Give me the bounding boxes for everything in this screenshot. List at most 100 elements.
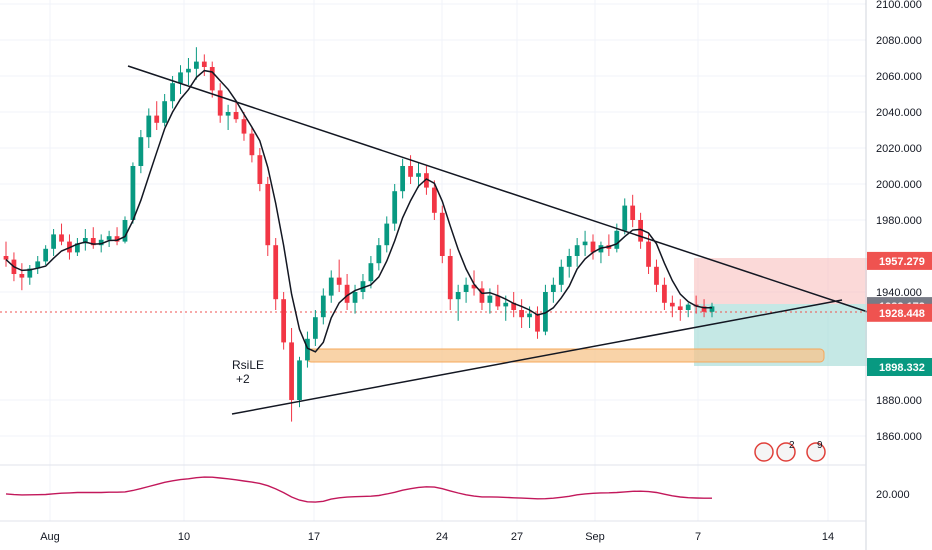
candle [360, 274, 366, 300]
candle [344, 274, 350, 310]
price-axis-label: 2100.000 [876, 0, 922, 11]
price-axis-label: 2000.000 [876, 179, 922, 191]
candle [654, 259, 659, 292]
candle [677, 299, 683, 321]
candle [598, 241, 604, 264]
candle [82, 229, 88, 251]
candle [550, 277, 556, 303]
candle [352, 284, 358, 314]
candle [194, 47, 199, 80]
price-tag: 1898.332 [867, 358, 932, 377]
candle [130, 162, 136, 224]
candle [19, 263, 25, 291]
candle [646, 234, 651, 274]
svg-text:1928.448: 1928.448 [879, 308, 925, 320]
candle [281, 292, 287, 350]
candle [669, 295, 675, 318]
candle [35, 256, 41, 274]
candle [543, 284, 548, 336]
candle [297, 356, 302, 408]
candle [154, 101, 160, 130]
candle [439, 205, 445, 264]
time-axis-label: Aug [40, 531, 60, 543]
candle [305, 331, 310, 368]
price-axis-label: 1880.000 [876, 395, 922, 407]
candle [416, 162, 421, 188]
candle [511, 292, 517, 318]
svg-text:1957.279: 1957.279 [879, 256, 925, 268]
candle [368, 256, 374, 289]
time-axis-label: Sep [585, 531, 605, 543]
time-axis-label: 14 [822, 531, 834, 543]
candle [146, 108, 152, 148]
flag-us-icon[interactable] [776, 442, 796, 462]
candle [265, 176, 271, 256]
rsi-axis-label: 20.000 [876, 489, 910, 501]
triangle-lower-line[interactable] [231, 299, 843, 415]
candle [138, 130, 144, 174]
price-axis-label: 1980.000 [876, 215, 922, 227]
candle [606, 234, 612, 256]
candle [114, 227, 120, 246]
candle [582, 230, 588, 256]
candle [257, 148, 263, 192]
time-axis-label: 7 [695, 531, 701, 543]
candle [186, 58, 191, 85]
candle [590, 234, 596, 260]
price-axis-label: 1940.000 [876, 287, 922, 299]
candle [447, 248, 453, 310]
flag-us-icon[interactable] [806, 442, 826, 462]
price-tag: 1928.448 [867, 303, 932, 322]
price-axis-label: 2040.000 [876, 107, 922, 119]
candle [3, 241, 9, 267]
candles [3, 47, 715, 422]
price-axis-label: 2080.000 [876, 35, 922, 47]
candle [622, 198, 628, 235]
candle [217, 83, 223, 123]
candle [273, 238, 279, 310]
candle [75, 238, 80, 256]
event-icons[interactable]: 2 9 [754, 440, 826, 462]
candle [384, 216, 390, 253]
candle [225, 104, 231, 130]
candle [400, 158, 406, 199]
candle [495, 284, 501, 310]
candle [51, 229, 56, 256]
event-count-b: 9 [817, 440, 823, 451]
time-axis[interactable]: Aug 10 17 24 27 Sep 7 14 [40, 531, 834, 543]
candle [424, 166, 429, 195]
candle [27, 265, 33, 285]
event-count-a: 2 [789, 440, 795, 451]
price-tag: 1957.279 [867, 251, 932, 270]
candle [328, 270, 334, 303]
candle [106, 230, 112, 247]
candle [201, 54, 207, 76]
price-axis[interactable]: 2100.000 2080.000 2060.000 2040.000 2020.000… [876, 0, 922, 443]
triangle-upper-line[interactable] [127, 65, 869, 313]
candle [662, 277, 667, 310]
candle [249, 126, 255, 163]
flag-us-icon[interactable] [754, 442, 774, 462]
candle [431, 180, 437, 220]
price-axis-label: 2020.000 [876, 143, 922, 155]
candle [685, 302, 691, 318]
candle [519, 299, 524, 328]
candle [479, 281, 485, 310]
candle [241, 112, 247, 141]
candle [566, 248, 572, 278]
signal-annotation-count: +2 [236, 372, 250, 386]
candle [535, 306, 540, 339]
stop-loss-zone[interactable] [694, 258, 867, 304]
price-axis-label: 1860.000 [876, 431, 922, 443]
candle [178, 65, 183, 94]
candle [376, 238, 382, 271]
signal-annotation-name: RsiLE [232, 358, 264, 372]
candle [392, 184, 398, 231]
candle [289, 328, 294, 422]
candle [209, 61, 215, 98]
svg-text:1898.332: 1898.332 [879, 362, 925, 374]
candle [90, 227, 96, 249]
candle [558, 259, 564, 292]
candle [638, 212, 643, 249]
